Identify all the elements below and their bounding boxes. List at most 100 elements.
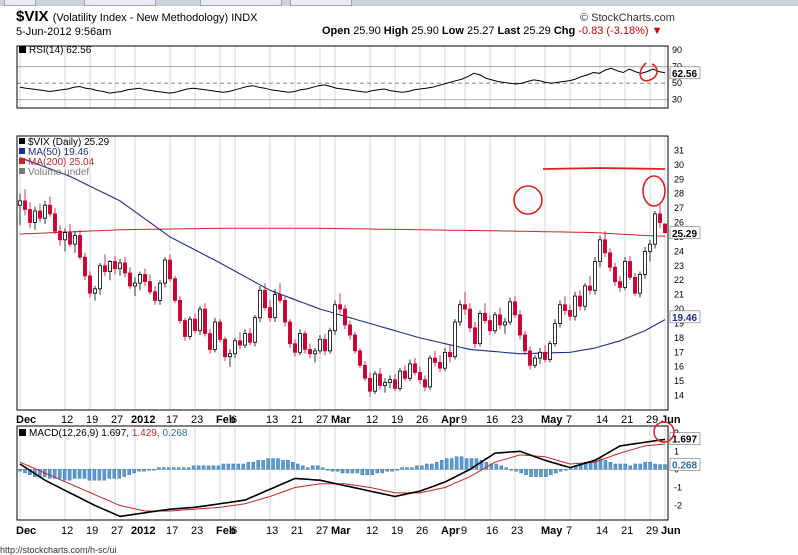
price-tick-label: 17 <box>674 347 684 357</box>
macd-histogram-bar <box>226 463 231 470</box>
macd-histogram-bar <box>191 465 196 470</box>
macd-x-tick-label: 17 <box>166 525 178 537</box>
x-tick-label: 19 <box>86 414 98 426</box>
candle-body <box>163 259 167 284</box>
candle-body <box>283 299 287 323</box>
toolbar-tab[interactable] <box>200 0 282 6</box>
candle-body <box>158 282 162 301</box>
rsi-last-tag: 62.56 <box>672 69 697 80</box>
macd-x-tick-label: Dec <box>16 525 36 537</box>
candle-body <box>513 301 517 316</box>
candle-body <box>38 210 42 219</box>
macd-legend-value: 1.697, <box>101 428 132 439</box>
candle-body <box>418 372 422 381</box>
macd-x-tick-label: Feb <box>216 525 236 537</box>
candle-body <box>173 278 177 301</box>
candle-body <box>58 230 62 241</box>
candle-body <box>153 291 157 301</box>
macd-x-tick-label: 29 <box>646 525 658 537</box>
toolbar-tab[interactable] <box>290 0 352 6</box>
macd-histogram-bar <box>534 469 538 477</box>
candle-body <box>428 357 432 388</box>
candle-body <box>348 324 352 336</box>
candle-body <box>363 364 367 379</box>
macd-histogram-bar <box>18 469 22 472</box>
candle-body <box>548 343 552 360</box>
price-last-tag-bg <box>669 226 701 240</box>
macd-histogram-bar <box>479 460 484 470</box>
macd-histogram-bar <box>430 463 434 470</box>
candle-body <box>63 232 67 241</box>
macd-histogram-bar <box>52 469 57 479</box>
candle-body <box>148 281 152 293</box>
candle-body <box>378 373 382 386</box>
toolbar-tab[interactable] <box>4 0 36 6</box>
candle-body <box>458 304 462 323</box>
candle-body <box>48 204 52 215</box>
high-label: High <box>383 25 409 37</box>
macd-histogram-bar <box>559 469 563 472</box>
candle-body <box>243 333 247 346</box>
candle-body <box>228 353 232 358</box>
candle-body <box>93 288 97 294</box>
candle-body <box>368 377 372 392</box>
candle-body <box>398 370 402 389</box>
macd-histogram-bar <box>122 469 126 477</box>
macd-x-tick-label: 12 <box>61 525 73 537</box>
status-url: http://stockcharts.com/h-sc/ui <box>0 545 117 555</box>
x-tick-label: 23 <box>191 414 203 426</box>
price-tick-label: 21 <box>674 290 684 300</box>
panel-border <box>16 135 669 411</box>
macd-histogram-bar <box>469 458 474 470</box>
macd-legend-hist: 0.268 <box>162 428 187 439</box>
candle-body <box>203 308 207 334</box>
macd-histogram-bar <box>340 469 345 474</box>
macd-histogram-bar <box>449 458 454 470</box>
macd-last-tag-bg <box>669 432 701 445</box>
macd-histogram-bar <box>286 460 290 470</box>
rsi-legend: RSI(14) 62.56 <box>29 45 92 56</box>
candle-body <box>373 373 377 392</box>
candle-body <box>588 285 592 291</box>
candle-body <box>593 261 597 291</box>
macd-histogram-bar <box>87 469 92 481</box>
candle-body <box>453 321 457 358</box>
chg-down-icon: ▼ <box>651 25 663 37</box>
candle-body <box>463 304 467 310</box>
candle-body <box>248 333 252 343</box>
macd-histogram-bar <box>439 460 444 470</box>
candle-body <box>103 265 107 272</box>
macd-histogram-bar <box>390 469 394 472</box>
candle-body <box>308 349 312 355</box>
macd-histogram-bar <box>464 458 469 470</box>
candle-body <box>108 261 112 272</box>
candle-body <box>288 321 292 345</box>
macd-histogram-bar <box>261 460 265 470</box>
x-tick-label: 17 <box>166 414 178 426</box>
macd-histogram-bar <box>588 461 593 470</box>
macd-histogram-bar <box>167 467 171 470</box>
x-tick-label: May <box>541 414 563 426</box>
toolbar-tab[interactable] <box>84 0 156 6</box>
rsi-tick-label: 30 <box>672 95 682 105</box>
candle-body <box>338 304 342 310</box>
macd-histogram-bar <box>186 467 191 470</box>
macd-histogram-bar <box>306 467 310 470</box>
macd-tick-label: 1 <box>674 446 679 456</box>
macd-histogram-bar <box>509 469 513 471</box>
x-tick-label: 6 <box>231 414 237 426</box>
candle-body <box>133 282 137 287</box>
candle-body <box>408 363 412 379</box>
candle-body <box>188 318 192 337</box>
macd-line <box>19 438 666 518</box>
candle-body <box>313 350 317 355</box>
price-panel: 313029282726252423222120191817161514Dec1… <box>16 135 701 426</box>
rsi-line <box>19 67 666 94</box>
chart-name: (Volatility Index - New Methodology) IND… <box>52 12 258 24</box>
annotation-line <box>542 167 666 170</box>
candle-body <box>193 318 197 332</box>
price-tick-label: 15 <box>674 376 684 386</box>
macd-histogram-bar <box>206 465 211 470</box>
macd-histogram-bar <box>196 465 201 470</box>
